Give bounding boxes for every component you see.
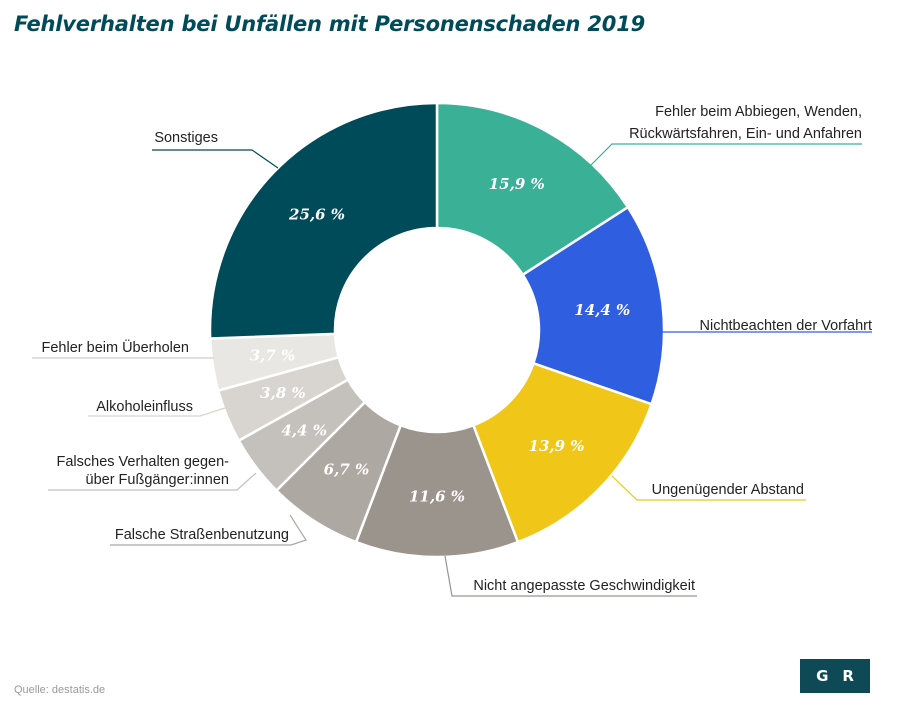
slice-category-label: Ungenügender Abstand	[652, 482, 804, 498]
leader-line	[88, 406, 229, 417]
donut-slice	[521, 205, 666, 406]
source-note: Quelle: destatis.de	[14, 684, 106, 696]
slice-category-label: Nichtbeachten der Vorfahrt	[700, 318, 873, 334]
slice-category-label: Falsches Verhalten gegen-	[57, 454, 230, 470]
leader-line	[444, 555, 697, 597]
slice-category-label: Sonstiges	[154, 130, 218, 146]
slice-value-label: 25,6 %	[288, 206, 345, 224]
leader-line	[587, 143, 862, 169]
slice-category-label: Nicht angepasste Geschwindigkeit	[473, 578, 695, 594]
donut-slice	[354, 423, 520, 559]
leader-line	[611, 475, 806, 501]
chart-title: Fehlverhalten bei Unfällen mit Personens…	[14, 12, 646, 36]
leader-line	[152, 149, 279, 169]
brand-logo: GR	[800, 659, 870, 693]
slice-value-label: 11,6 %	[409, 488, 465, 506]
slice-category-label: Fehler beim Abbiegen, Wenden,	[655, 104, 862, 120]
slice-value-label: 3,8 %	[260, 384, 306, 402]
leader-line	[48, 472, 257, 491]
slice-value-label: 3,7 %	[250, 347, 296, 365]
slice-category-label: Falsche Straßenbenutzung	[115, 527, 289, 543]
donut-slice	[208, 101, 439, 340]
slice-category-label: Fehler beim Überholen	[42, 338, 190, 356]
slice-value-label: 4,4 %	[281, 421, 327, 439]
slice-value-label: 15,9 %	[489, 175, 545, 193]
leader-line	[110, 514, 307, 546]
slice-category-label: Alkoholeinfluss	[96, 399, 193, 415]
slice-value-label: 13,9 %	[529, 437, 585, 455]
slice-category-label: über Fußgänger:innen	[86, 472, 230, 488]
slice-value-label: 6,7 %	[324, 461, 370, 479]
slice-value-label: 14,4 %	[574, 301, 630, 319]
slice-category-label: Rückwärtsfahren, Ein- und Anfahren	[629, 126, 862, 142]
donut-slice	[435, 101, 630, 277]
donut-slice	[471, 361, 654, 544]
